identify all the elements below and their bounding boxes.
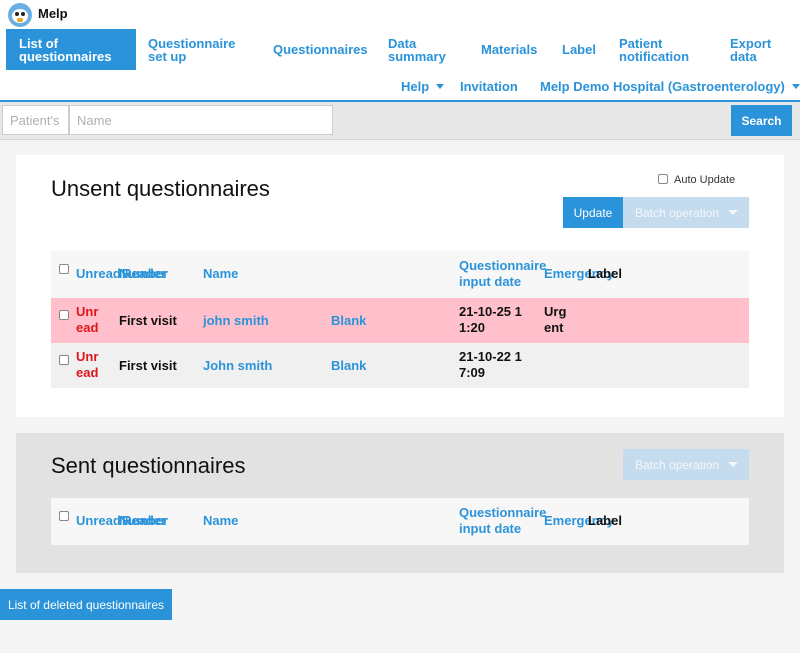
- nav-patient-notification[interactable]: Patient notification: [619, 36, 690, 64]
- chevron-down-icon: [728, 210, 738, 215]
- header-label: Label: [588, 513, 622, 528]
- unsent-table: Unread Number Reader Name Questionnaire …: [51, 251, 749, 388]
- top-navigation-bar: Melp List of questionnaires Questionnair…: [0, 0, 800, 102]
- nav-questionnaire-setup[interactable]: Questionnaire set up: [148, 36, 236, 64]
- unsent-table-header: Unread Number Reader Name Questionnaire …: [51, 251, 749, 298]
- header-input-date[interactable]: Questionnaire input date: [459, 258, 547, 289]
- header-label: Label: [588, 266, 622, 281]
- deleted-questionnaires-button[interactable]: List of deleted questionnaires: [0, 589, 172, 620]
- table-row[interactable]: Unr ead First visit John smith Blank 21-…: [51, 343, 749, 388]
- reader-type: First visit: [119, 358, 177, 373]
- unsent-batch-operation-button[interactable]: Batch operation: [623, 197, 749, 228]
- patient-id-search-input[interactable]: [2, 105, 69, 135]
- questionnaire-link[interactable]: Blank: [331, 358, 367, 373]
- app-name: Melp: [38, 6, 68, 21]
- nav-hospital-label: Melp Demo Hospital (Gastroenterology): [540, 79, 785, 94]
- input-date: 21-10-25 1 1:20: [459, 304, 522, 335]
- batch-operation-label: Batch operation: [635, 457, 720, 472]
- questionnaire-link[interactable]: Blank: [331, 313, 367, 328]
- auto-update-toggle[interactable]: Auto Update: [658, 174, 735, 186]
- sent-title: Sent questionnaires: [51, 453, 246, 478]
- sent-questionnaires-panel: Sent questionnaires Batch operation Unre…: [16, 433, 784, 573]
- patient-name-search-input[interactable]: [69, 105, 333, 135]
- nav-help-dropdown[interactable]: Help: [401, 79, 445, 94]
- header-name[interactable]: Name: [203, 513, 239, 528]
- nav-help-label: Help: [401, 79, 430, 94]
- auto-update-label: Auto Update: [674, 174, 736, 186]
- header-unread[interactable]: Unread: [76, 266, 121, 281]
- header-reader[interactable]: Reader: [122, 513, 167, 528]
- reader-type: First visit: [119, 313, 177, 328]
- update-button[interactable]: Update: [563, 197, 623, 228]
- search-bar: Search: [0, 102, 800, 140]
- sent-table: Unread Number Reader Name Questionnaire …: [51, 498, 749, 545]
- nav-questionnaires[interactable]: Questionnaires: [273, 42, 368, 57]
- select-all-checkbox[interactable]: [59, 264, 69, 274]
- unsent-title: Unsent questionnaires: [51, 176, 270, 201]
- header-input-date[interactable]: Questionnaire input date: [459, 505, 547, 536]
- header-unread[interactable]: Unread: [76, 513, 121, 528]
- header-number[interactable]: Number: [119, 513, 169, 528]
- emergency-status: Urg ent: [544, 304, 567, 335]
- select-all-checkbox[interactable]: [59, 511, 69, 521]
- input-date: 21-10-22 1 7:09: [459, 349, 522, 380]
- chevron-down-icon: [791, 84, 800, 89]
- header-number[interactable]: Number: [119, 266, 169, 281]
- chevron-down-icon: [728, 462, 738, 467]
- nav-data-summary[interactable]: Data summary: [388, 36, 446, 64]
- nav-materials[interactable]: Materials: [481, 42, 538, 57]
- row-checkbox[interactable]: [59, 310, 69, 320]
- unread-status: Unr ead: [76, 349, 99, 380]
- sent-table-header: Unread Number Reader Name Questionnaire …: [51, 498, 749, 545]
- auto-update-checkbox[interactable]: [658, 174, 668, 184]
- batch-operation-label: Batch operation: [635, 205, 720, 220]
- row-checkbox[interactable]: [59, 355, 69, 365]
- header-emergency[interactable]: Emergency: [544, 513, 615, 528]
- header-emergency[interactable]: Emergency: [544, 266, 615, 281]
- nav-hospital-dropdown[interactable]: Melp Demo Hospital (Gastroenterology): [540, 80, 800, 93]
- nav-export-data[interactable]: Export data: [730, 36, 772, 64]
- header-reader[interactable]: Reader: [122, 266, 167, 281]
- chevron-down-icon: [436, 84, 445, 89]
- header-name[interactable]: Name: [203, 266, 239, 281]
- patient-name-link[interactable]: john smith: [203, 313, 269, 328]
- nav-invitation[interactable]: Invitation: [460, 79, 518, 94]
- nav-label[interactable]: Label: [562, 42, 596, 57]
- nav-list-of-questionnaires[interactable]: List of questionnaires: [6, 29, 136, 70]
- unsent-questionnaires-panel: Unsent questionnaires Auto Update Update…: [16, 155, 784, 417]
- sent-batch-operation-button[interactable]: Batch operation: [623, 449, 749, 480]
- patient-name-link[interactable]: John smith: [203, 358, 273, 373]
- table-row[interactable]: Unr ead First visit john smith Blank 21-…: [51, 298, 749, 343]
- unread-status: Unr ead: [76, 304, 99, 335]
- search-button[interactable]: Search: [731, 105, 792, 136]
- penguin-logo-icon: [8, 3, 32, 27]
